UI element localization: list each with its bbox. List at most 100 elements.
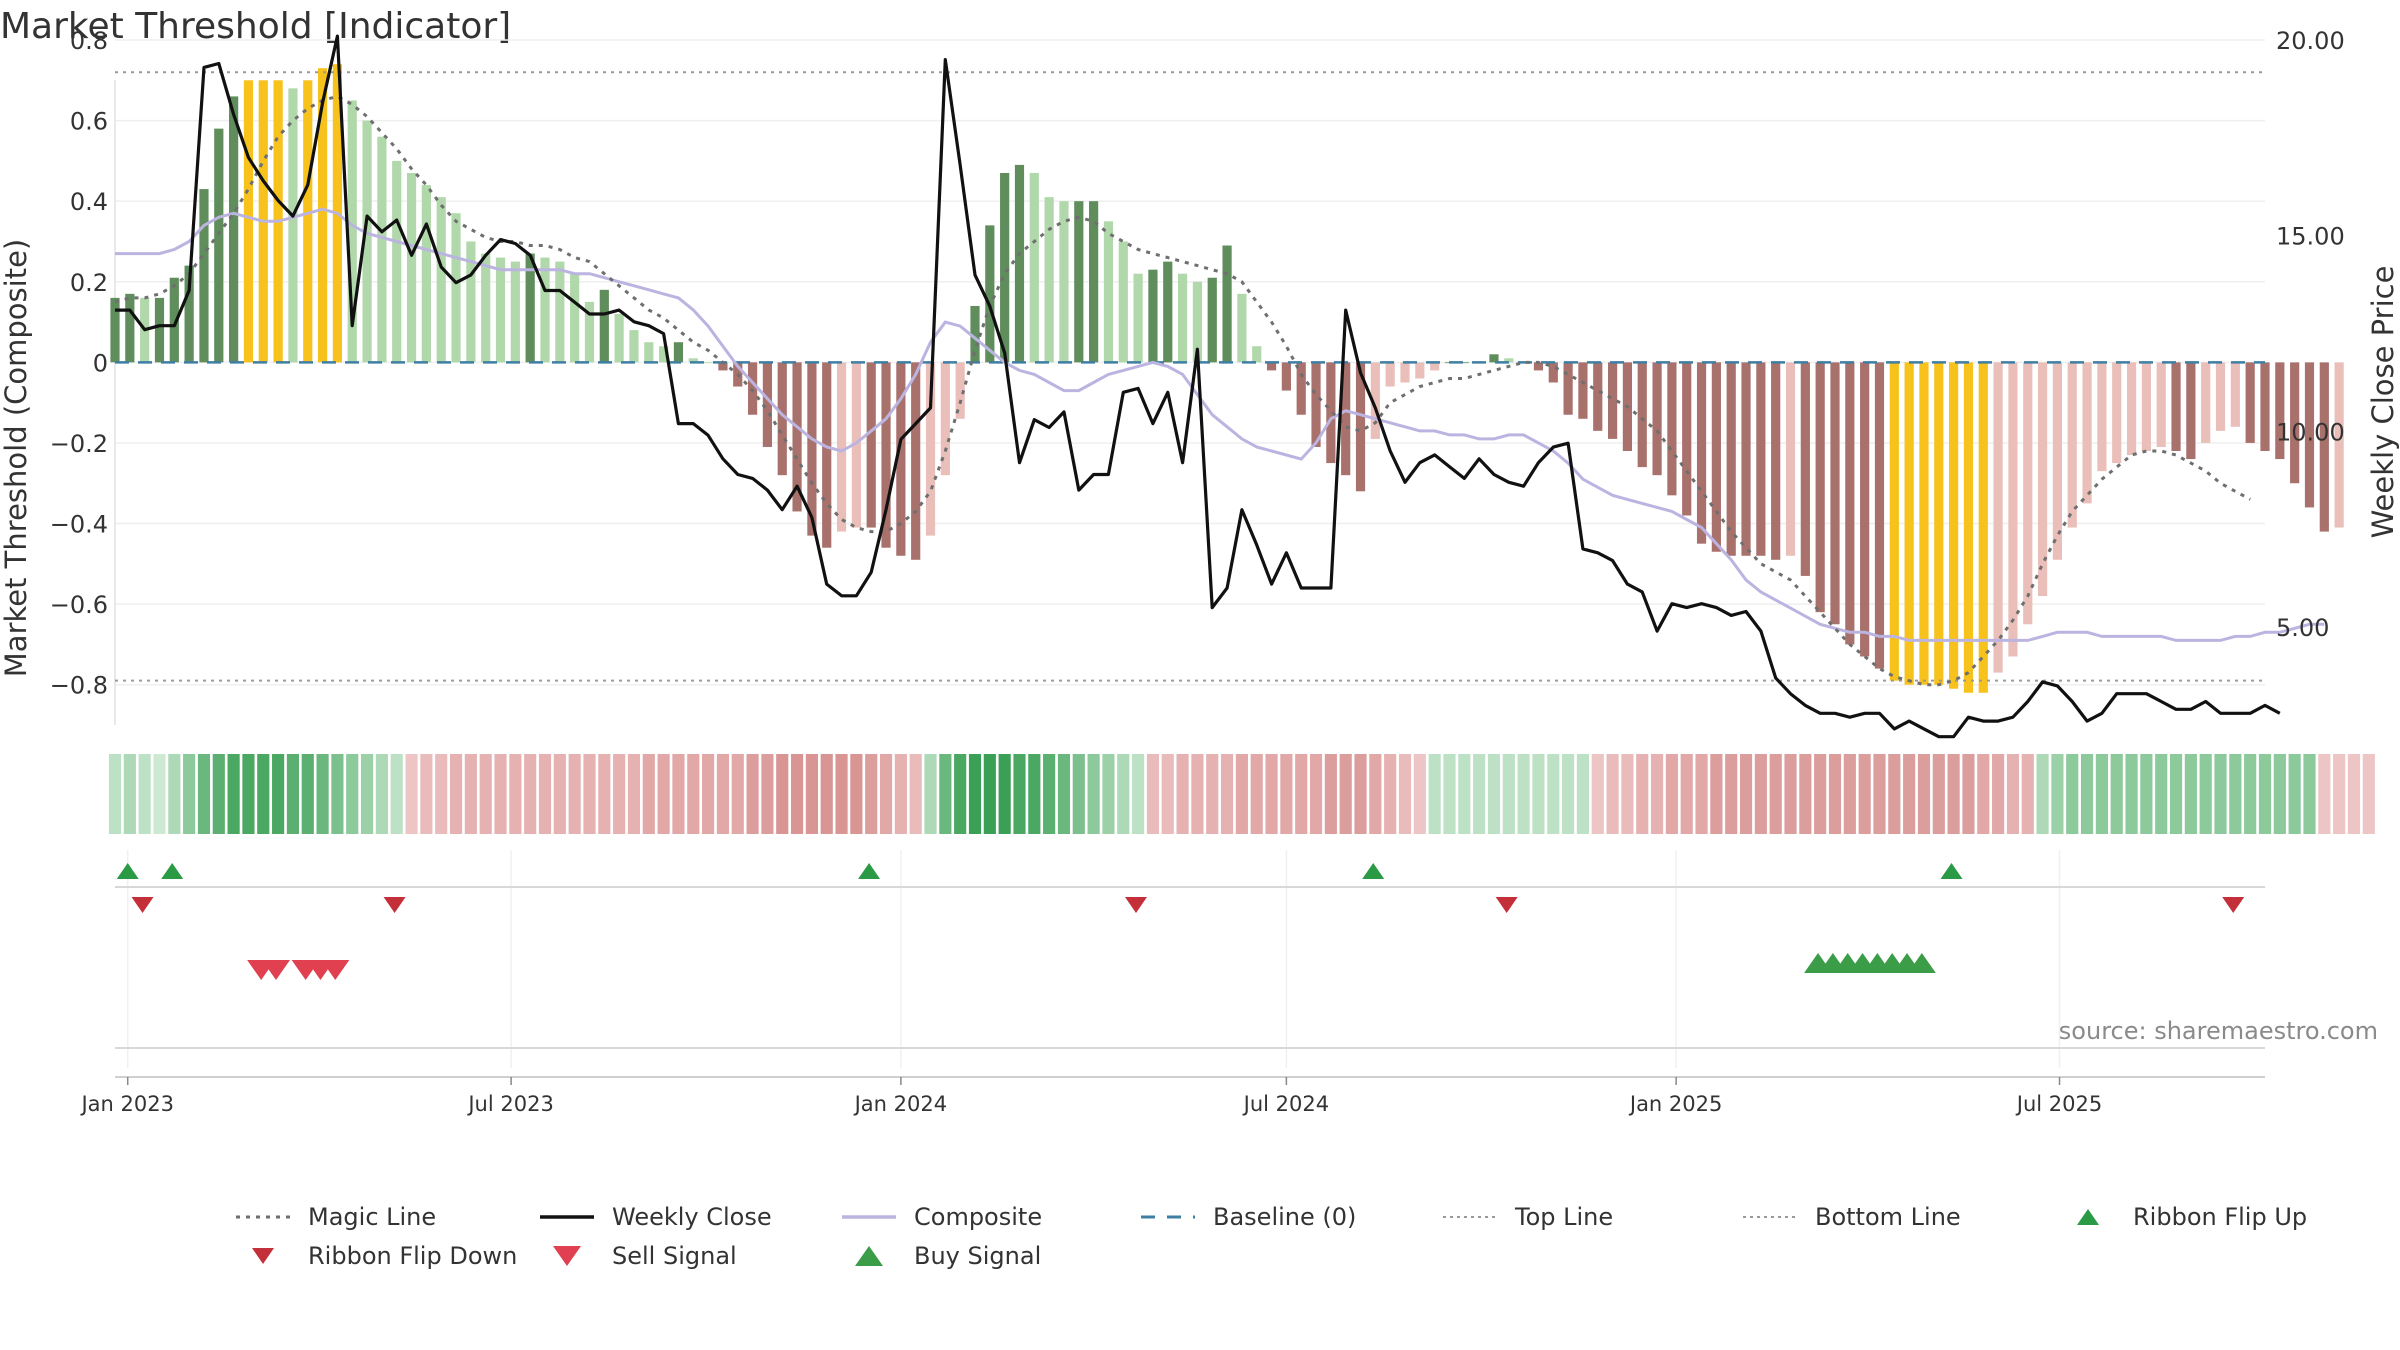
composite-bar bbox=[1430, 362, 1440, 371]
composite-bar bbox=[392, 160, 402, 363]
composite-bar bbox=[184, 265, 194, 363]
ribbon-cell bbox=[1977, 754, 1990, 834]
legend-swatch bbox=[2077, 1209, 2099, 1225]
ribbon-cell bbox=[1146, 754, 1160, 834]
legend-label: Magic Line bbox=[308, 1203, 436, 1231]
composite-bar bbox=[792, 362, 802, 512]
composite-bar bbox=[1296, 362, 1306, 415]
ribbon-cell bbox=[197, 754, 211, 834]
legend-item-baseline-0: Baseline (0) bbox=[1141, 1203, 1356, 1231]
composite-bar bbox=[970, 305, 980, 363]
composite-bar bbox=[2171, 362, 2181, 451]
ribbon-cell bbox=[1725, 754, 1738, 834]
left-axis-title: Market Threshold (Composite) bbox=[0, 239, 33, 677]
composite-bar bbox=[2334, 362, 2344, 528]
composite-bar bbox=[2067, 362, 2077, 528]
ribbon-cell bbox=[272, 754, 285, 834]
ribbon-cell bbox=[790, 754, 804, 834]
composite-bar bbox=[2037, 362, 2048, 597]
ribbon-cell bbox=[509, 754, 522, 834]
ribbon-cell bbox=[998, 754, 1011, 834]
ribbon-cell bbox=[1398, 754, 1412, 834]
ribbon-cell bbox=[1517, 754, 1530, 834]
composite-bar bbox=[1400, 362, 1410, 383]
ribbon-flip-down-marker bbox=[2222, 897, 2245, 913]
composite-bar bbox=[644, 342, 654, 363]
legend-item-sell-signal: Sell Signal bbox=[553, 1242, 737, 1270]
ribbon-cell bbox=[2140, 754, 2153, 834]
composite-bar bbox=[1815, 362, 1825, 613]
ribbon-cell bbox=[331, 754, 344, 834]
date-tick-label: Jan 2023 bbox=[79, 1092, 174, 1116]
ribbon-cell bbox=[301, 754, 314, 834]
ribbon-cell bbox=[1739, 754, 1753, 834]
ribbon-cell bbox=[642, 754, 655, 834]
magic-line bbox=[114, 94, 2251, 687]
composite-bar bbox=[1637, 362, 1647, 468]
ribbon-cell bbox=[1250, 754, 1263, 834]
legend-item-ribbon-flip-up: Ribbon Flip Up bbox=[2077, 1203, 2307, 1231]
ribbon-cell bbox=[2110, 754, 2123, 834]
ribbon-cell bbox=[1665, 754, 1678, 834]
composite-bar bbox=[421, 185, 431, 363]
ribbon-cell bbox=[613, 754, 626, 834]
ribbon-cell bbox=[1206, 754, 1219, 834]
ribbon-cell bbox=[2036, 754, 2049, 834]
composite-bar bbox=[540, 257, 550, 363]
ribbon-cell bbox=[2095, 754, 2108, 834]
composite-bar bbox=[940, 362, 950, 476]
ribbon-cell bbox=[1354, 754, 1367, 834]
composite-bar bbox=[985, 225, 995, 363]
composite-bar bbox=[1696, 362, 1707, 544]
ribbon-cell bbox=[2273, 754, 2286, 834]
composite-bar bbox=[288, 88, 298, 363]
ribbon-cell bbox=[716, 754, 730, 834]
composite-bar bbox=[2008, 362, 2018, 657]
legend-label: Bottom Line bbox=[1815, 1203, 1961, 1231]
composite-bar bbox=[436, 197, 446, 363]
legend-item-ribbon-flip-down: Ribbon Flip Down bbox=[252, 1242, 517, 1270]
ribbon-cell bbox=[2199, 754, 2212, 834]
ribbon-cell bbox=[2021, 754, 2034, 834]
ribbon-cell bbox=[939, 754, 952, 834]
composite-bar bbox=[599, 289, 609, 363]
ribbon-cell bbox=[2362, 754, 2375, 834]
ribbon-cell bbox=[1502, 754, 1515, 834]
ribbon-cell bbox=[123, 754, 136, 834]
ribbon-cell bbox=[2333, 754, 2346, 834]
ribbon-cell bbox=[390, 754, 403, 834]
ribbon-cell bbox=[909, 754, 922, 834]
ribbon-cell bbox=[1309, 754, 1323, 834]
ribbon-cell bbox=[1843, 754, 1856, 834]
legend-item-composite: Composite bbox=[842, 1203, 1042, 1231]
composite-bar bbox=[2112, 362, 2122, 464]
composite-bar bbox=[2201, 362, 2211, 443]
ribbon-cell bbox=[746, 754, 759, 834]
composite-bar bbox=[718, 362, 728, 371]
composite-bar bbox=[807, 362, 817, 536]
legend-item-buy-signal: Buy Signal bbox=[855, 1242, 1041, 1270]
composite-bar bbox=[1000, 172, 1010, 363]
ribbon-cell bbox=[1695, 754, 1708, 834]
composite-bar bbox=[1385, 362, 1395, 387]
ribbon-cell bbox=[449, 754, 463, 834]
ribbon-cell bbox=[316, 754, 329, 834]
ribbon-cell bbox=[346, 754, 359, 834]
composite-bar bbox=[1993, 362, 2003, 673]
ribbon-cell bbox=[924, 754, 937, 834]
composite-bar bbox=[896, 362, 906, 556]
ribbon-cell bbox=[405, 754, 418, 834]
composite-bar bbox=[1415, 362, 1425, 379]
ribbon-cell bbox=[420, 754, 433, 834]
ribbon-cell bbox=[1428, 754, 1441, 834]
ribbon-cell bbox=[627, 754, 641, 834]
composite-bar bbox=[2304, 362, 2315, 508]
composite-bar bbox=[1504, 358, 1514, 363]
ribbon-cell bbox=[2214, 754, 2227, 834]
composite-bar bbox=[1652, 362, 1662, 476]
left-tick-label: −0.2 bbox=[50, 430, 108, 458]
ribbon-cell bbox=[2051, 754, 2064, 834]
ribbon-cell bbox=[2244, 754, 2257, 834]
ribbon-cell bbox=[776, 754, 789, 834]
ribbon-cell bbox=[672, 754, 685, 834]
